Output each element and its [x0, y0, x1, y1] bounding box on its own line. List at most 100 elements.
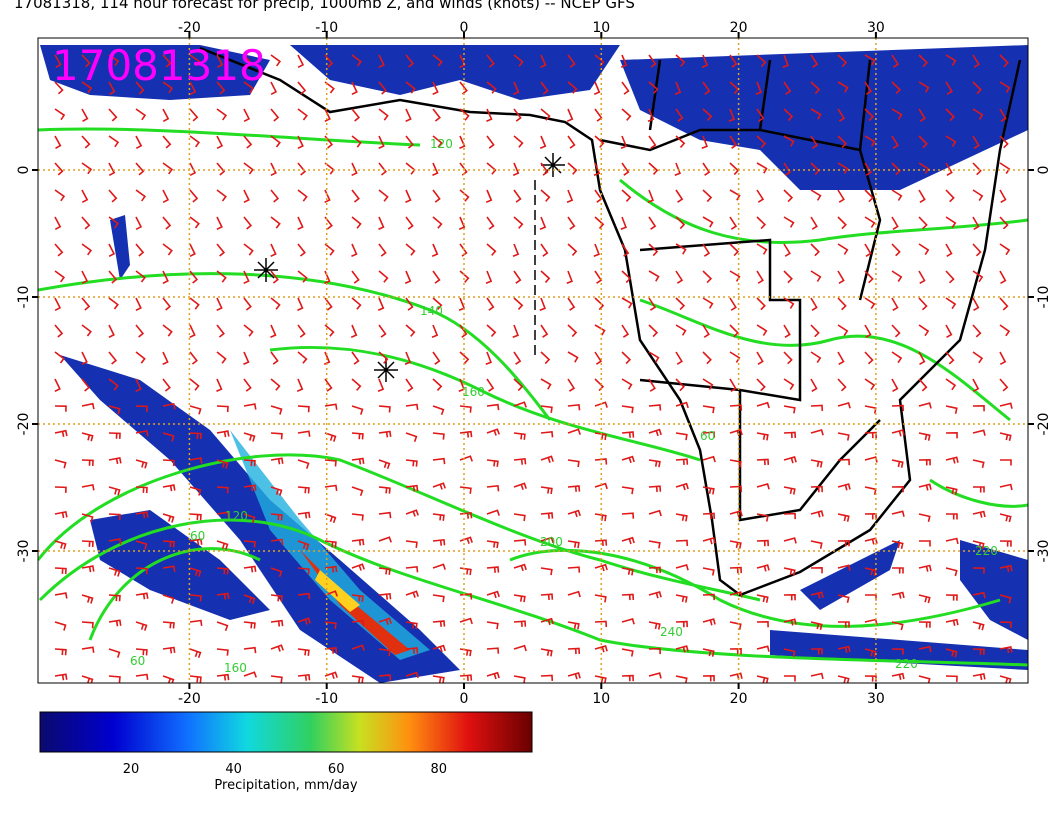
- wind-barb: [162, 540, 175, 548]
- wind-barb: [162, 351, 169, 366]
- wind-barb: [891, 485, 904, 493]
- wind-barb: [783, 455, 797, 464]
- wind-barb: [594, 594, 607, 603]
- contour-label: 160: [462, 385, 485, 399]
- wind-barb: [270, 135, 281, 148]
- wind-barb: [432, 54, 443, 67]
- wind-barb: [513, 594, 526, 603]
- wind-barb: [486, 590, 500, 599]
- wind-barb: [432, 162, 439, 177]
- wind-barb: [243, 621, 256, 629]
- wind-barb: [189, 457, 203, 464]
- wind-barb: [810, 591, 824, 599]
- wind-barb: [270, 270, 279, 284]
- wind-barb: [378, 324, 387, 338]
- wind-barb: [621, 617, 635, 625]
- wind-barb: [513, 675, 526, 683]
- wind-barb: [351, 162, 358, 177]
- wind-barb: [512, 162, 520, 177]
- wind-barb: [567, 324, 578, 338]
- wind-barb: [621, 512, 635, 519]
- wind-barb: [189, 405, 202, 415]
- wind-barb: [621, 486, 634, 495]
- wind-barb: [189, 378, 200, 391]
- wind-barb: [540, 648, 553, 657]
- wind-barb: [783, 431, 797, 439]
- wind-barb: [189, 619, 203, 627]
- wind-barb: [243, 671, 257, 678]
- wind-barb: [567, 540, 580, 549]
- wind-barb: [486, 428, 500, 436]
- contour-label: 120: [225, 509, 248, 523]
- colorbar-tick-label: 20: [123, 762, 140, 777]
- wind-barb: [621, 324, 630, 338]
- wind-barb: [351, 513, 364, 521]
- wind-barb: [567, 459, 580, 468]
- wind-barb: [729, 54, 738, 68]
- wind-barb: [297, 430, 311, 437]
- wind-barb: [243, 324, 254, 337]
- tick-bar: [32, 423, 38, 425]
- wind-barb: [513, 513, 526, 522]
- wind-barb: [108, 135, 120, 148]
- wind-barb: [999, 432, 1012, 442]
- wind-barb: [999, 483, 1013, 491]
- wind-barb: [54, 297, 62, 312]
- wind-barb: [729, 459, 742, 468]
- wind-barb: [593, 162, 601, 177]
- wind-barb: [783, 567, 796, 576]
- wind-barb: [459, 351, 470, 364]
- wind-barb: [648, 216, 657, 230]
- wind-barb: [621, 108, 632, 121]
- wind-barb: [351, 54, 362, 67]
- wind-barb: [891, 81, 902, 95]
- wind-barb: [675, 675, 688, 683]
- wind-barb: [810, 428, 824, 436]
- wind-barb: [675, 135, 686, 148]
- wind-barb: [783, 512, 796, 520]
- wind-barb: [324, 432, 337, 442]
- wind-barb: [405, 509, 419, 517]
- wind-barb: [783, 162, 792, 176]
- wind-barb: [351, 675, 364, 683]
- wind-barb: [405, 484, 419, 492]
- wind-barb: [810, 510, 824, 518]
- wind-barb: [675, 351, 683, 365]
- wind-barb: [378, 592, 392, 600]
- wind-barb: [54, 673, 68, 681]
- wind-barb: [756, 297, 766, 311]
- wind-barb: [729, 135, 738, 149]
- wind-barb: [594, 563, 608, 572]
- wind-barb: [54, 243, 64, 257]
- wind-barb: [243, 135, 253, 149]
- wind-barb: [459, 617, 473, 625]
- wind-barb: [81, 162, 93, 175]
- wind-barb: [810, 189, 822, 201]
- wind-barb: [783, 618, 797, 626]
- lon-tick-label: 20: [730, 20, 748, 36]
- wind-barb: [378, 486, 391, 494]
- wind-barb: [486, 459, 499, 467]
- tick-bar: [463, 32, 465, 38]
- wind-barb: [729, 243, 740, 257]
- wind-barb: [540, 405, 553, 413]
- wind-barb: [918, 402, 932, 409]
- wind-barb: [324, 81, 335, 94]
- wind-barb: [783, 537, 797, 544]
- wind-barb: [513, 378, 524, 392]
- wind-barb: [135, 378, 142, 393]
- tick-bar: [737, 32, 740, 38]
- wind-barb: [702, 486, 715, 495]
- wind-barb: [108, 513, 121, 521]
- wind-barb: [972, 404, 985, 412]
- wind-barb: [945, 594, 958, 601]
- wind-barb: [567, 162, 578, 175]
- wind-barb: [648, 590, 662, 599]
- wind-barb: [432, 563, 446, 570]
- wind-barb: [891, 510, 905, 517]
- wind-barb: [702, 243, 711, 257]
- wind-barb: [378, 567, 391, 575]
- wind-barb: [891, 540, 904, 550]
- wind-barb: [891, 108, 903, 120]
- wind-barb: [162, 162, 174, 175]
